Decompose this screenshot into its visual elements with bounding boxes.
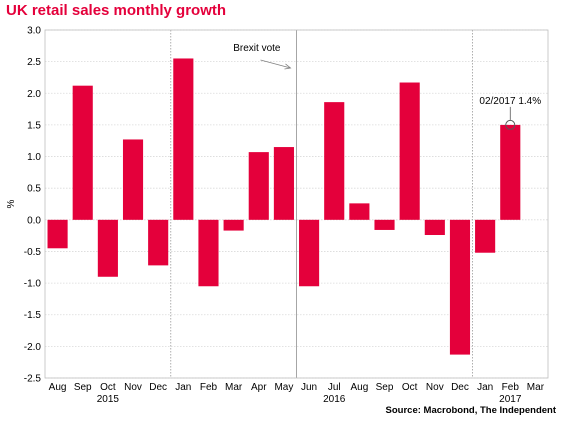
x-tick-label: Jun [301,382,317,393]
x-tick-label: Sep [74,382,92,393]
x-tick-labels: Aug Sep Oct Nov Dec Jan Feb Mar Apr May Jun Jul Aug S… [49,382,545,393]
y-tick-label: 0.0 [27,215,41,226]
year-label: 2015 [97,394,120,405]
y-tick-label: -1.0 [24,279,42,290]
bar-jan [173,58,194,220]
plot-frame [44,29,549,379]
x-tick-label: Nov [426,382,444,393]
bar-oct [97,219,118,277]
y-tick-label: 1.5 [27,120,41,131]
bar-may [273,147,294,220]
x-tick-label: Aug [350,382,368,393]
bar-dec [449,219,471,355]
x-tick-label: Aug [49,382,67,393]
bar-feb [198,219,219,287]
x-tick-label: Sep [376,382,394,393]
x-tick-label: Feb [200,382,218,393]
x-tick-label: Dec [451,382,469,393]
bar-mar [223,219,244,231]
x-tick-label: Jul [328,382,341,393]
brexit-arrow-line [260,59,291,69]
bar-jul [324,102,345,220]
x-tick-label: Oct [402,382,418,393]
x-tick-label: Jan [477,382,493,393]
year-label: 2017 [499,394,522,405]
bar-aug [349,203,370,220]
x-tick-label: Nov [124,382,142,393]
brexit-vote-label: Brexit vote [233,43,281,54]
y-tick-label: -2.0 [24,342,42,353]
x-tick-label: Dec [149,382,167,393]
year-labels: 2015 2016 2017 [97,394,522,405]
bar-feb [500,124,521,220]
y-tick-label: 1.0 [27,152,41,163]
callout-marker [505,119,516,130]
bar-sep [72,85,93,220]
bar-jan [475,219,496,253]
bar-apr [248,152,269,220]
x-tick-label: May [274,382,293,393]
x-tick-label: Feb [502,382,520,393]
year-label: 2016 [323,394,346,405]
x-tick-label: Jan [175,382,191,393]
x-tick-label: Apr [251,382,267,393]
y-tick-label: -0.5 [24,247,42,258]
bar-nov [424,219,445,236]
x-tick-label: Mar [225,382,243,393]
bar-aug [47,219,68,249]
y-tick-label: 2.0 [27,89,41,100]
axis-frame [44,29,549,379]
bars [47,58,521,355]
bar-dec [148,219,169,266]
bar-sep [374,219,395,230]
period-dividers [170,30,473,378]
callout-label: 02/2017 1.4% [479,96,541,107]
y-tick-label: 2.5 [27,57,41,68]
x-tick-label: Oct [100,382,116,393]
annotations: Brexit vote 02/2017 1.4% [233,43,541,130]
bar-oct [399,82,420,220]
brexit-arrow-head [284,63,292,70]
chart-title: UK retail sales monthly growth [6,2,227,19]
x-tick-label: Mar [527,382,545,393]
y-tick-labels: 3.0 2.5 2.0 1.5 1.0 0.5 0.0 -0.5 -1.0 -1.5 -2.0 -2.… [24,26,42,385]
bar-jun [299,219,320,287]
y-tick-label: -2.5 [24,374,42,385]
source-note: Source: Macrobond, The Independent [385,405,556,416]
y-axis-label: % [6,199,17,208]
y-tick-label: 0.5 [27,184,41,195]
y-tick-label: -1.5 [24,310,42,321]
bar-nov [122,139,144,220]
y-tick-label: 3.0 [27,26,41,37]
